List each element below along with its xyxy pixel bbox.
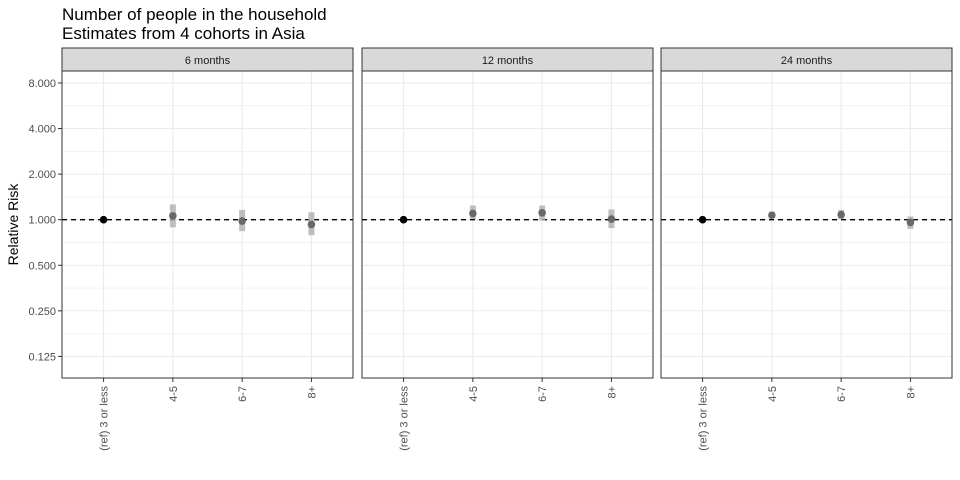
facet-strip — [61, 47, 354, 72]
x-tick-label: (ref) 3 or less — [399, 386, 411, 451]
y-tick-label: 2.000 — [28, 169, 56, 181]
chart-title-block: Number of people in the household Estima… — [62, 5, 327, 43]
x-tick-label: (ref) 3 or less — [698, 386, 710, 451]
estimate-point — [469, 209, 477, 218]
y-tick-label: 0.125 — [28, 351, 56, 363]
chart-title: Number of people in the household — [62, 5, 327, 24]
facet-strip — [361, 47, 654, 72]
estimate-point — [768, 211, 776, 220]
y-tick-label: 8.000 — [28, 78, 56, 90]
reference-point — [399, 215, 408, 224]
x-tick-label: 6-7 — [237, 386, 249, 402]
x-tick-label: 4-5 — [468, 386, 480, 402]
y-tick-label: 0.250 — [28, 306, 56, 318]
estimate-point — [906, 218, 915, 227]
y-tick-label: 1.000 — [28, 215, 56, 227]
x-tick-label: 8+ — [905, 386, 917, 399]
estimate-point — [169, 212, 177, 220]
x-tick-label: 6-7 — [836, 386, 848, 402]
estimate-point — [307, 220, 316, 229]
reference-point — [698, 215, 707, 224]
panel-1: 6 months (ref) 3 or less 4-5 6-7 8+ — [61, 47, 354, 451]
x-tick-label: 4-5 — [767, 386, 779, 402]
x-tick-label: 8+ — [306, 386, 318, 399]
facet-strip-label: 6 months — [185, 55, 231, 67]
facet-strip — [660, 47, 953, 72]
x-tick-label: 8+ — [606, 386, 618, 399]
panel-background — [362, 71, 653, 378]
estimate-point — [607, 215, 616, 223]
estimate-point — [238, 217, 246, 225]
reference-point — [99, 215, 108, 224]
chart-subtitle: Estimates from 4 cohorts in Asia — [62, 24, 305, 43]
facet-strip-label: 24 months — [781, 55, 833, 67]
x-tick-label: 6-7 — [537, 386, 549, 402]
estimate-point — [837, 210, 845, 219]
panel-background — [661, 71, 952, 378]
y-tick-label: 4.000 — [28, 124, 56, 136]
facet-strip-label: 12 months — [482, 55, 534, 67]
y-tick-label: 0.500 — [28, 260, 56, 272]
panel-background — [62, 71, 353, 378]
x-tick-label: 4-5 — [168, 386, 180, 402]
y-axis-title: Relative Risk — [5, 183, 21, 266]
panel-2: 12 months (ref) 3 or less 4-5 6-7 8+ — [361, 47, 654, 451]
x-tick-label: (ref) 3 or less — [99, 386, 111, 451]
estimate-point — [538, 209, 546, 217]
panel-3: 24 months (ref) 3 or less 4-5 6-7 8+ — [660, 47, 953, 451]
